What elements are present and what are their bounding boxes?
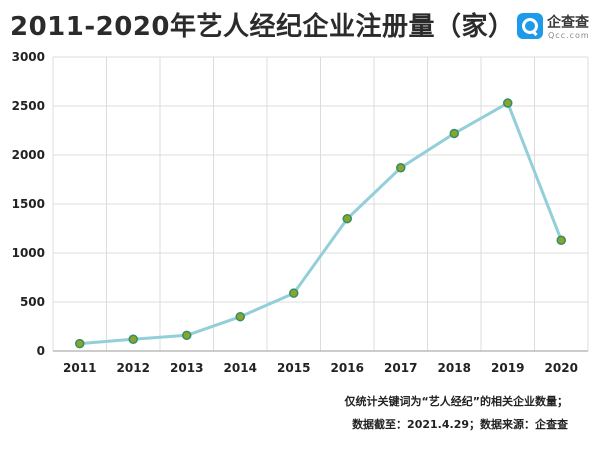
y-tick-label-1000: 1000 <box>12 246 45 260</box>
footnote-source: 数据截至：2021.4.29；数据来源：企查查 <box>352 418 568 431</box>
data-point-2014 <box>235 311 245 322</box>
x-tick-label-2016: 2016 <box>331 361 364 375</box>
x-tick-label-2017: 2017 <box>384 361 417 375</box>
series-line-0 <box>79 101 563 346</box>
data-point-2015 <box>289 288 299 298</box>
data-point-2020 <box>556 235 566 246</box>
x-tick-label-2012: 2012 <box>117 361 150 375</box>
y-tick-label-2000: 2000 <box>12 148 45 162</box>
x-tick-label-2020: 2020 <box>545 361 578 375</box>
x-tick-label-2015: 2015 <box>277 361 310 375</box>
data-point-2013 <box>182 330 192 341</box>
magnifier-icon <box>517 13 543 39</box>
y-tick-label-2500: 2500 <box>12 99 45 113</box>
grid-layer <box>52 56 589 351</box>
x-tick-label-2013: 2013 <box>170 361 203 375</box>
label-layer: 0 500 1000 1500 2000 2500 3000 2011 2012 2013 2014… <box>12 50 578 375</box>
logo-name: 企查查 <box>547 15 589 31</box>
data-point-2016 <box>342 213 352 224</box>
footnote-scope: 仅统计关键词为“艺人经纪”的相关企业数量； <box>344 395 568 408</box>
x-tick-label-2011: 2011 <box>63 361 96 375</box>
data-point-2011 <box>75 338 85 349</box>
data-point-2018 <box>449 128 459 139</box>
line-layer <box>79 101 563 346</box>
data-point-2017 <box>396 162 406 173</box>
marker-layer <box>75 98 566 349</box>
chart-title: 2011-2020年艺人经纪企业注册量（家） <box>10 12 515 42</box>
x-tick-label-2018: 2018 <box>438 361 471 375</box>
data-point-2012 <box>128 334 138 344</box>
qichacha-logo: 企查查 Qcc.com <box>517 12 597 44</box>
y-tick-label-1500: 1500 <box>12 197 45 211</box>
logo-domain: Qcc.com <box>548 31 590 40</box>
data-point-2019 <box>503 98 513 108</box>
y-tick-label-3000: 3000 <box>12 50 45 64</box>
x-tick-label-2019: 2019 <box>491 361 524 375</box>
y-tick-label-0: 0 <box>37 344 45 358</box>
y-tick-label-500: 500 <box>20 295 45 309</box>
x-tick-label-2014: 2014 <box>224 361 257 375</box>
